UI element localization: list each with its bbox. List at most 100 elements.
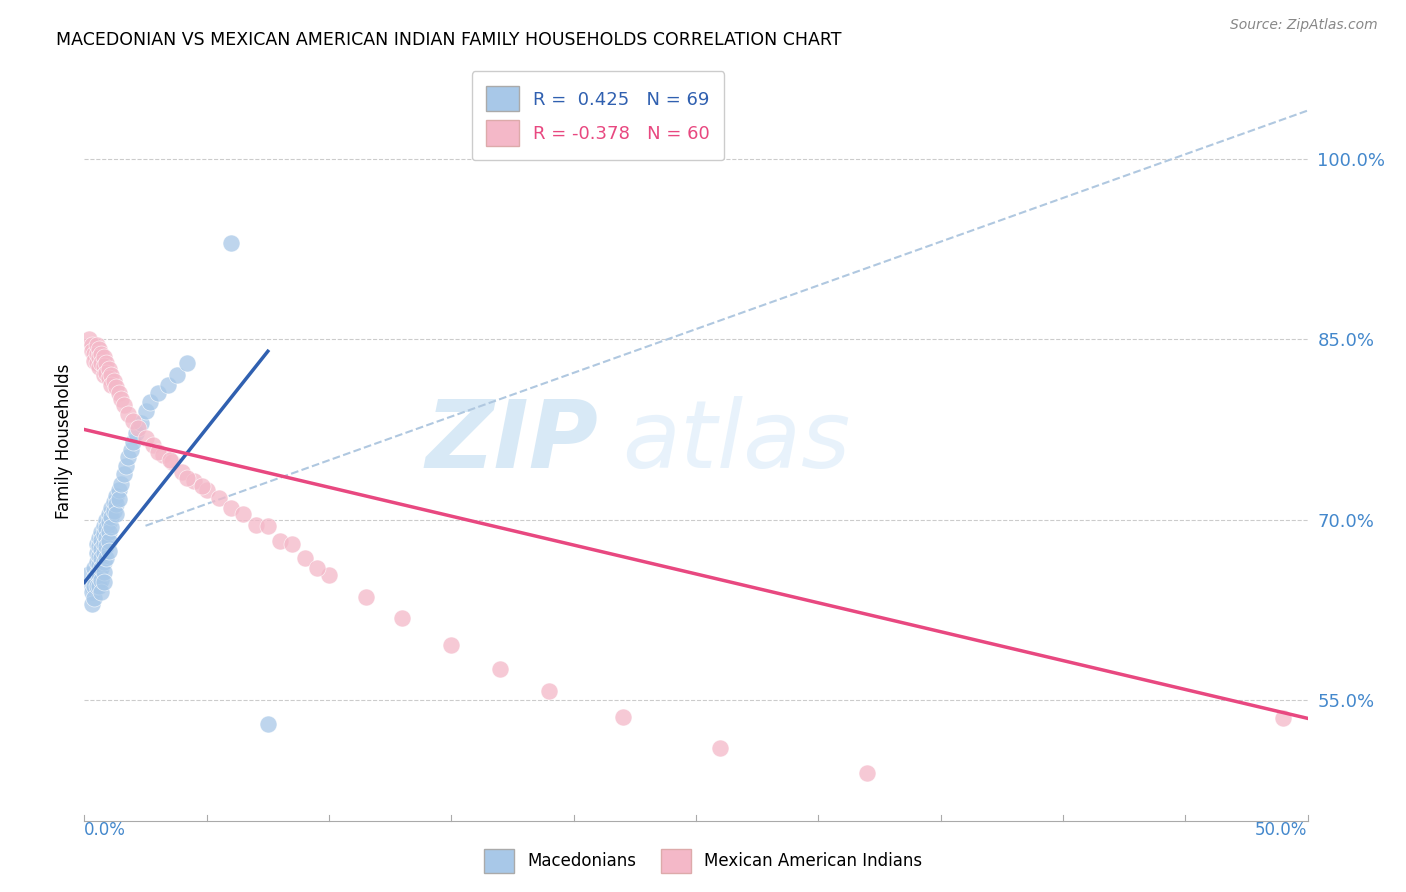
Point [219,500,242,515]
Point [87,549,110,563]
Point [86,338,108,352]
Point [90,347,112,361]
Point [257,518,280,533]
Point [100,368,122,383]
Point [77,332,100,346]
Point [86,347,108,361]
Point [83,347,105,361]
Point [120,442,142,457]
Point [709,741,731,756]
Point [281,537,304,551]
Point [257,717,280,731]
Point [135,404,157,418]
Point [489,662,512,676]
Point [110,476,132,491]
Point [96,551,118,566]
Point [146,445,169,459]
Point [83,591,105,605]
Point [93,555,115,569]
Point [294,551,316,566]
Point [856,765,879,780]
Point [107,386,129,401]
Point [83,570,105,584]
Point [90,551,112,566]
Point [1272,711,1295,725]
Point [93,546,115,560]
Point [97,534,120,549]
Text: Source: ZipAtlas.com: Source: ZipAtlas.com [1230,18,1378,32]
Point [162,455,184,469]
Point [305,561,328,575]
Point [83,561,105,575]
Point [105,489,128,503]
Point [96,356,118,370]
Point [80,579,103,593]
Point [100,510,122,524]
Point [191,479,214,493]
Point [122,434,145,449]
Point [97,515,120,529]
Point [122,414,145,428]
Point [87,342,110,356]
Point [440,638,463,652]
Point [318,568,340,582]
Point [354,590,377,604]
Point [97,362,120,376]
Point [152,448,174,462]
Point [90,541,112,556]
Text: MACEDONIAN VS MEXICAN AMERICAN INDIAN FAMILY HOUSEHOLDS CORRELATION CHART: MACEDONIAN VS MEXICAN AMERICAN INDIAN FA… [56,31,842,49]
Point [195,483,218,497]
Point [87,579,110,593]
Point [80,344,103,359]
Point [86,579,108,593]
Point [100,520,122,534]
Point [80,597,103,611]
Point [80,585,103,599]
Point [93,518,115,533]
Point [156,378,179,392]
Point [87,359,110,374]
Point [219,235,242,250]
Point [105,507,128,521]
Point [90,533,112,548]
Point [176,470,198,484]
Point [125,426,148,441]
Point [172,465,194,479]
Point [612,710,634,724]
Point [103,504,125,518]
Point [100,500,122,515]
Text: atlas: atlas [623,396,851,487]
Point [96,366,118,380]
Point [90,573,112,587]
Point [93,537,115,551]
Point [93,351,115,365]
Point [105,497,128,511]
Point [87,558,110,573]
Point [112,399,135,413]
Point [90,356,112,370]
Point [96,539,118,553]
Point [83,354,105,368]
Point [93,359,115,373]
Point [112,467,135,481]
Text: ZIP: ZIP [425,395,598,488]
Point [87,566,110,581]
Point [90,585,112,599]
Legend: Macedonians, Mexican American Indians: Macedonians, Mexican American Indians [477,842,929,880]
Point [115,458,138,473]
Point [142,438,165,452]
Point [166,368,188,383]
Point [87,351,110,365]
Point [86,356,108,370]
Point [107,492,129,507]
Point [97,544,120,558]
Point [105,380,128,394]
Point [86,546,108,560]
Point [96,513,118,527]
Point [176,356,198,370]
Point [391,611,413,625]
Point [97,507,120,521]
Point [96,531,118,545]
Point [127,421,149,435]
Point [159,452,181,467]
